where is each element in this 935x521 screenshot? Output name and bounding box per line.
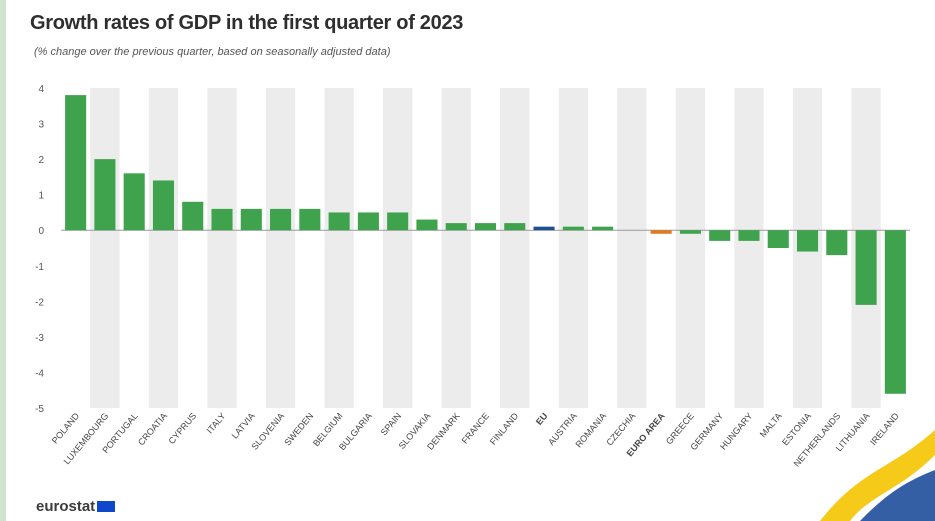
x-tick-label: POLAND — [50, 410, 82, 445]
bar-bulgaria — [357, 212, 379, 231]
category-band — [617, 88, 647, 408]
bar-eu — [533, 226, 555, 231]
category-band — [734, 88, 764, 408]
bar-euro-area — [650, 230, 672, 234]
x-tick-label: ROMANIA — [573, 411, 608, 450]
bar-ireland — [884, 230, 906, 394]
eurostat-logo: eurostat — [36, 498, 116, 515]
category-band — [383, 88, 413, 408]
y-tick-label: -5 — [35, 404, 44, 415]
category-band — [324, 88, 354, 408]
x-tick-label: FRANCE — [460, 411, 491, 446]
bar-austria — [562, 226, 584, 231]
bar-belgium — [328, 212, 350, 231]
category-band — [558, 88, 588, 408]
y-tick-label: 2 — [38, 155, 44, 166]
category-band — [265, 88, 296, 408]
y-tick-label: 3 — [38, 120, 44, 131]
bar-netherlands — [826, 230, 848, 256]
brand-text: eurostat — [36, 498, 96, 515]
chart-title: Growth rates of GDP in the first quarter… — [30, 12, 464, 34]
bar-germany — [709, 230, 731, 241]
x-tick-label: MALTA — [758, 411, 784, 439]
bar-romania — [592, 226, 614, 231]
category-band — [500, 88, 530, 408]
eu-flag-icon — [97, 501, 116, 512]
x-tick-label: ITALY — [205, 411, 228, 436]
chart-subtitle: (% change over the previous quarter, bas… — [34, 46, 391, 58]
bar-poland — [65, 95, 87, 231]
bar-latvia — [240, 208, 262, 231]
category-band — [441, 88, 471, 408]
y-tick-label: 1 — [38, 191, 44, 202]
bar-slovenia — [270, 208, 292, 231]
bar-malta — [767, 230, 789, 248]
bar-france — [474, 223, 497, 231]
bar-croatia — [152, 180, 175, 231]
bar-luxembourg — [94, 159, 116, 231]
bar-slovakia — [416, 219, 438, 231]
y-tick-label: -3 — [35, 333, 44, 344]
y-tick-label: 0 — [38, 226, 44, 237]
bar-cyprus — [182, 201, 204, 231]
x-tick-label: CROATIA — [136, 411, 169, 448]
x-tick-label: FINLAND — [488, 410, 521, 446]
category-band — [207, 88, 237, 408]
y-tick-label: -4 — [35, 368, 44, 379]
bar-hungary — [738, 230, 760, 241]
category-band — [675, 88, 706, 408]
x-tick-label: LATVIA — [230, 411, 257, 441]
x-tick-label: IRELAND — [868, 410, 901, 447]
bar-estonia — [796, 230, 819, 252]
bar-sweden — [299, 208, 321, 231]
x-tick-label: EU — [534, 411, 550, 427]
bar-lithuania — [855, 230, 877, 305]
x-tick-label: SPAIN — [379, 411, 404, 438]
y-tick-label: 4 — [38, 84, 44, 95]
bar-greece — [679, 230, 701, 234]
x-tick-label: CYPRUS — [166, 411, 198, 446]
y-tick-label: -2 — [35, 297, 44, 308]
bar-denmark — [445, 223, 467, 231]
y-tick-label: -1 — [35, 262, 44, 273]
category-band — [90, 88, 120, 408]
bar-spain — [387, 212, 409, 231]
bar-portugal — [123, 173, 145, 231]
category-band — [148, 88, 179, 408]
bar-finland — [504, 223, 526, 231]
bar-italy — [211, 208, 233, 231]
